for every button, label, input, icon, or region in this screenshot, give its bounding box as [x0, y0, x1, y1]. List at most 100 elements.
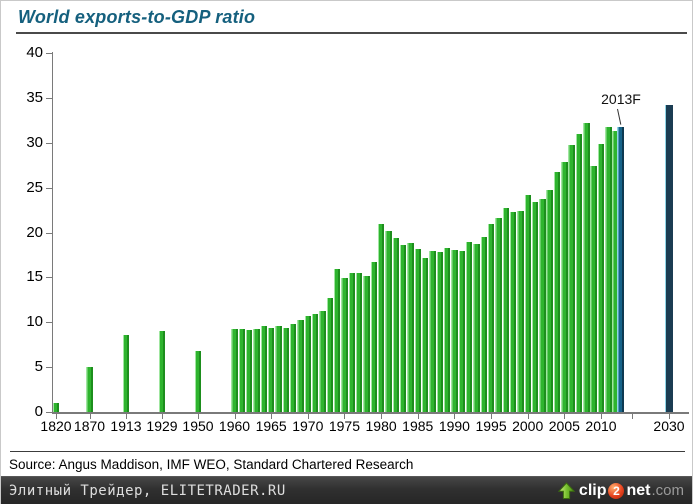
bar-1962	[245, 330, 253, 412]
x-axis-line	[52, 412, 689, 414]
x-axis-label-1985: 1985	[402, 418, 434, 434]
logo-ball-2: 2	[608, 482, 625, 499]
bar-2013F	[616, 126, 624, 412]
bar-2001	[531, 201, 539, 412]
bar-1983	[399, 245, 407, 412]
x-axis-label-1929: 1929	[146, 418, 178, 434]
y-tick-40	[46, 53, 52, 54]
y-tick-15	[46, 277, 52, 279]
x-axis-label-1975: 1975	[328, 418, 361, 434]
y-tick-25	[46, 187, 52, 189]
y-tick-5	[46, 367, 52, 369]
x-tick-2030	[669, 414, 670, 419]
x-tick-1950	[198, 414, 199, 419]
x-tick-2000	[527, 414, 529, 419]
bar-2009	[590, 166, 597, 412]
bar-1995	[487, 223, 495, 412]
x-axis-label-1970: 1970	[292, 418, 324, 434]
x-axis-label-1990: 1990	[438, 418, 470, 434]
bar-2007	[575, 133, 583, 412]
bar-1820	[52, 403, 60, 412]
y-axis-label-0: 0	[34, 403, 43, 420]
x-axis-label-1950: 1950	[182, 418, 214, 434]
y-axis-label-10: 10	[26, 313, 43, 331]
x-tick-1975	[344, 414, 346, 419]
y-axis-label-35: 35	[26, 88, 43, 106]
x-tick-1980	[381, 414, 383, 419]
bar-2010	[597, 143, 605, 412]
bar-1999	[517, 210, 524, 412]
bar-1976	[348, 272, 355, 412]
y-axis-label-40: 40	[26, 44, 43, 61]
bar-1998	[509, 211, 517, 412]
bar-1997	[502, 208, 509, 412]
bar-1965	[267, 327, 275, 412]
x-axis-label-2010: 2010	[585, 418, 617, 434]
chart-title: World exports-to-GDP ratio	[18, 7, 256, 27]
x-axis-label-2000: 2000	[512, 418, 544, 434]
bar-1972	[319, 311, 326, 412]
y-axis-label-25: 25	[26, 178, 43, 196]
bar-1994	[480, 236, 487, 412]
bar-1979	[370, 262, 377, 412]
bar-1975	[341, 278, 348, 412]
bar-1992	[465, 242, 473, 412]
logo-text-clip: clip	[578, 481, 607, 499]
x-tick-1960	[234, 414, 236, 419]
x-tick-1995	[491, 414, 493, 419]
footer-credit: Элитный Трейдер, ELITETRADER.RU	[9, 482, 286, 499]
bar-1986	[421, 257, 429, 412]
bar-2011	[605, 127, 612, 412]
logo-text-com: .com	[651, 482, 684, 499]
x-axis-label-1820: 1820	[40, 418, 72, 434]
x-tick-1929	[162, 414, 163, 419]
y-tick-0	[46, 412, 52, 413]
bar-2008	[583, 123, 590, 412]
bar-1996	[495, 218, 502, 412]
x-axis-label-2030: 2030	[653, 418, 685, 434]
x-axis-label-1870: 1870	[73, 418, 106, 434]
bar-2004	[553, 172, 561, 412]
bar-1913	[122, 334, 130, 412]
bar-1969	[297, 320, 304, 412]
y-tick-10	[46, 322, 52, 324]
upload-arrow-icon	[557, 481, 575, 499]
bar-2000	[524, 194, 531, 412]
forecast-annotation: 2013F	[601, 91, 641, 107]
bar-1967	[282, 327, 289, 412]
footer-bar: Элитный Трейдер, ELITETRADER.RU clip 2 n…	[1, 476, 692, 504]
x-tick-1820	[56, 414, 57, 419]
x-tick-2015	[632, 414, 633, 419]
bar-2005	[561, 161, 568, 412]
bar-1988	[436, 252, 443, 412]
x-tick-1870	[89, 414, 91, 419]
y-tick-35	[46, 97, 52, 99]
bar-1981	[385, 230, 392, 412]
y-axis-label-15: 15	[26, 268, 43, 286]
x-axis-label-1960: 1960	[218, 418, 251, 434]
bar-1978	[363, 276, 370, 412]
bar-1960	[231, 328, 238, 412]
bar-1985	[414, 248, 421, 412]
bar-2012	[612, 131, 619, 412]
x-tick-2005	[564, 414, 566, 419]
bar-2003	[546, 190, 553, 412]
y-axis-label-30: 30	[26, 133, 43, 151]
bar-2006	[568, 144, 575, 412]
bar-2030	[665, 105, 673, 412]
clip2net-logo: clip 2 net .com	[557, 481, 684, 500]
x-tick-1965	[271, 414, 273, 419]
bar-1971	[311, 314, 319, 412]
bar-1977	[355, 272, 363, 412]
bar-1929	[158, 331, 166, 412]
y-axis-label-5: 5	[34, 358, 43, 376]
bar-1982	[392, 237, 399, 412]
bar-1950	[194, 350, 202, 412]
bar-1870	[86, 367, 93, 412]
logo-text-net: net	[626, 481, 651, 499]
bar-1980	[377, 223, 385, 412]
x-tick-1990	[454, 414, 456, 419]
y-tick-30	[46, 142, 52, 144]
x-axis-label-1995: 1995	[475, 418, 507, 434]
